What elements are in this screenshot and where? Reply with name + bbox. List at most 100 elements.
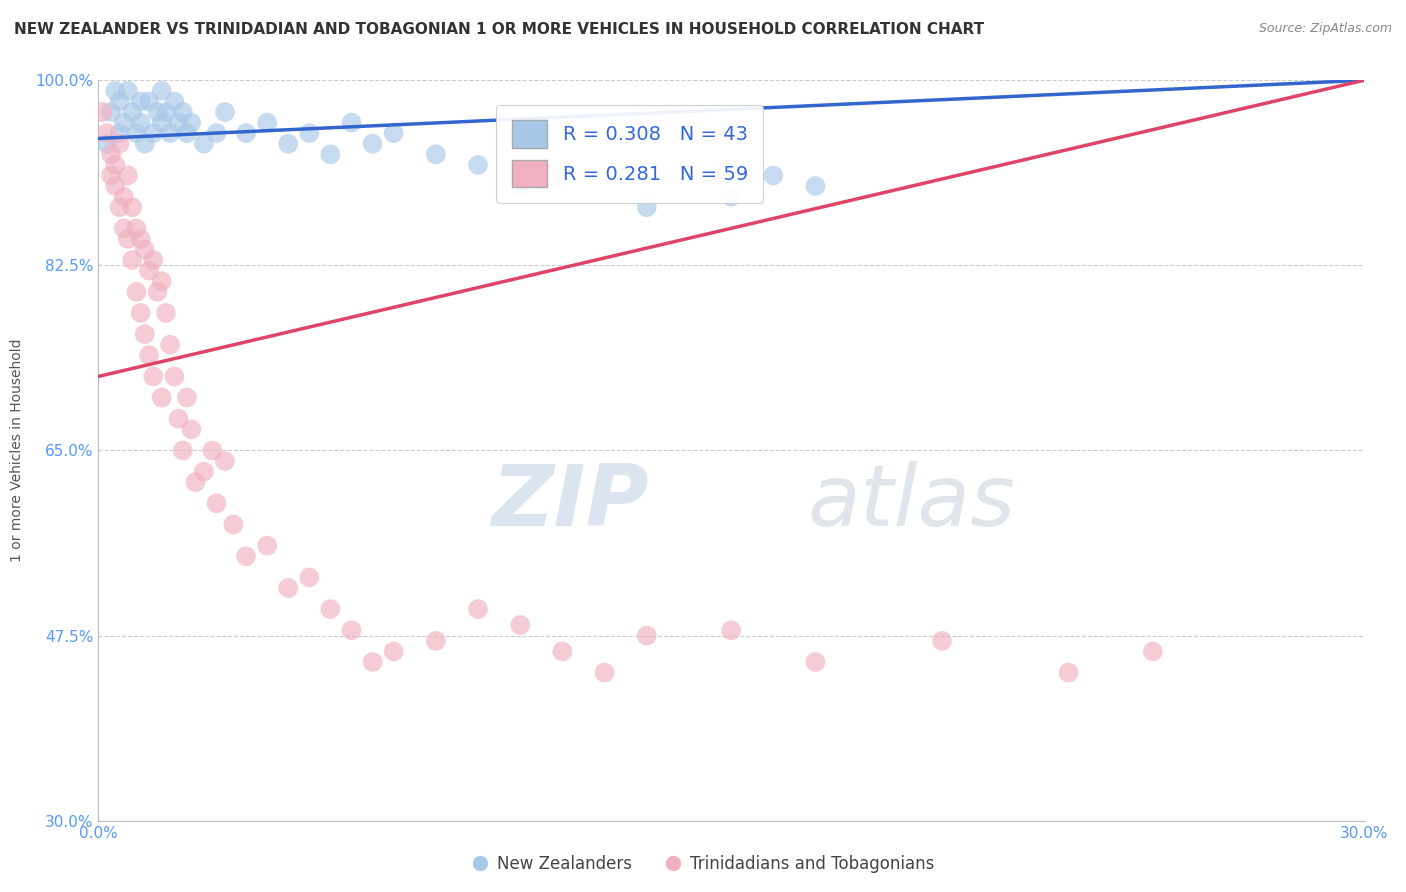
Point — [163, 369, 186, 384]
Point — [150, 391, 173, 405]
Y-axis label: 1 or more Vehicles in Household: 1 or more Vehicles in Household — [10, 339, 24, 562]
Point — [340, 115, 363, 129]
Point — [142, 253, 165, 268]
Point — [551, 169, 574, 183]
Text: atlas: atlas — [807, 461, 1015, 544]
Point — [235, 126, 257, 140]
Point — [163, 95, 186, 109]
Text: NEW ZEALANDER VS TRINIDADIAN AND TOBAGONIAN 1 OR MORE VEHICLES IN HOUSEHOLD CORR: NEW ZEALANDER VS TRINIDADIAN AND TOBAGON… — [14, 22, 984, 37]
Point — [193, 465, 215, 479]
Point — [108, 126, 131, 140]
Legend: R = 0.308   N = 43, R = 0.281   N = 59: R = 0.308 N = 43, R = 0.281 N = 59 — [496, 104, 763, 202]
Point — [112, 115, 135, 129]
Point — [636, 628, 658, 642]
Point — [125, 126, 148, 140]
Point — [256, 539, 278, 553]
Point — [155, 306, 177, 320]
Point — [117, 169, 139, 183]
Point — [129, 232, 152, 246]
Point — [150, 84, 173, 98]
Point — [129, 95, 152, 109]
Point — [112, 189, 135, 203]
Point — [256, 115, 278, 129]
Point — [319, 602, 342, 616]
Point — [931, 633, 953, 648]
Point — [104, 158, 127, 172]
Point — [298, 126, 321, 140]
Point — [205, 496, 228, 510]
Point — [277, 136, 299, 151]
Point — [108, 136, 131, 151]
Text: Source: ZipAtlas.com: Source: ZipAtlas.com — [1258, 22, 1392, 36]
Point — [172, 105, 194, 120]
Point — [193, 136, 215, 151]
Point — [176, 126, 198, 140]
Point — [91, 105, 114, 120]
Point — [142, 126, 165, 140]
Point — [104, 179, 127, 194]
Point — [636, 200, 658, 214]
Point — [277, 581, 299, 595]
Point — [214, 105, 236, 120]
Point — [214, 454, 236, 468]
Point — [117, 232, 139, 246]
Point — [340, 624, 363, 638]
Point — [112, 221, 135, 235]
Point — [100, 147, 122, 161]
Point — [361, 136, 384, 151]
Point — [509, 618, 531, 632]
Point — [509, 179, 531, 194]
Point — [201, 443, 224, 458]
Point — [129, 115, 152, 129]
Point — [593, 665, 616, 680]
Point — [804, 179, 827, 194]
Legend: New Zealanders, Trinidadians and Tobagonians: New Zealanders, Trinidadians and Tobagon… — [465, 848, 941, 880]
Point — [150, 115, 173, 129]
Point — [762, 169, 785, 183]
Point — [1057, 665, 1080, 680]
Point — [104, 84, 127, 98]
Point — [184, 475, 207, 490]
Point — [167, 411, 190, 425]
Point — [720, 624, 742, 638]
Point — [100, 169, 122, 183]
Point — [720, 189, 742, 203]
Point — [134, 136, 156, 151]
Point — [108, 95, 131, 109]
Point — [222, 517, 245, 532]
Point — [180, 115, 202, 129]
Point — [146, 105, 169, 120]
Point — [100, 105, 122, 120]
Point — [134, 243, 156, 257]
Point — [172, 443, 194, 458]
Point — [467, 602, 489, 616]
Point — [150, 274, 173, 288]
Point — [551, 644, 574, 658]
Point — [298, 570, 321, 584]
Point — [167, 115, 190, 129]
Point — [361, 655, 384, 669]
Point — [319, 147, 342, 161]
Point — [205, 126, 228, 140]
Point — [96, 136, 118, 151]
Point — [142, 369, 165, 384]
Point — [121, 253, 143, 268]
Point — [159, 126, 181, 140]
Point — [121, 105, 143, 120]
Text: ZIP: ZIP — [491, 461, 648, 544]
Point — [235, 549, 257, 564]
Point — [125, 221, 148, 235]
Point — [382, 644, 405, 658]
Point — [159, 337, 181, 351]
Point — [129, 306, 152, 320]
Point — [804, 655, 827, 669]
Point — [121, 200, 143, 214]
Point — [1142, 644, 1164, 658]
Point — [146, 285, 169, 299]
Point — [180, 422, 202, 436]
Point — [425, 633, 447, 648]
Point — [176, 391, 198, 405]
Point — [425, 147, 447, 161]
Point — [155, 105, 177, 120]
Point — [96, 126, 118, 140]
